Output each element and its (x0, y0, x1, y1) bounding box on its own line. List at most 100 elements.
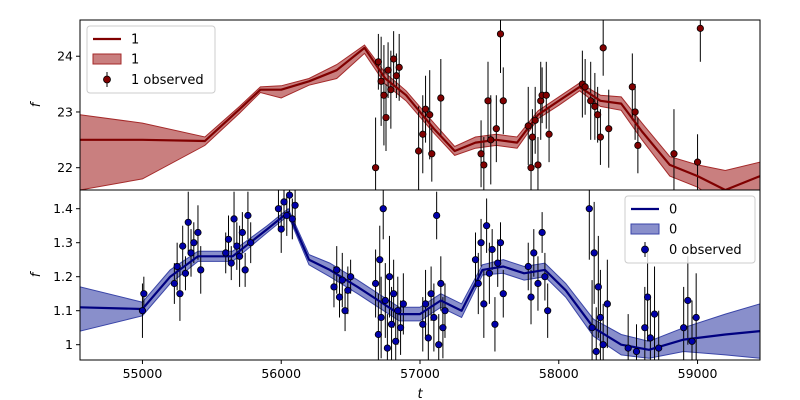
observed-point (377, 313, 385, 322)
observed-point (384, 66, 392, 74)
observed-point (624, 344, 632, 352)
observed-point (541, 273, 549, 281)
observed-point (421, 300, 430, 308)
bottom-observed-points (138, 191, 700, 356)
observed-point (415, 147, 423, 155)
observed-point (387, 320, 396, 328)
observed-point (421, 105, 430, 113)
observed-point (528, 133, 537, 141)
observed-point (599, 44, 607, 52)
observed-point (643, 293, 652, 301)
x-tick-label: 56000 (261, 366, 301, 381)
bottom-mean-line (80, 211, 760, 351)
observed-point (527, 164, 535, 172)
bottom-legend-line-label: 0 (669, 203, 677, 218)
observed-point (374, 58, 382, 66)
observed-point (399, 300, 407, 308)
observed-point (474, 279, 482, 288)
top-legend-band-label: 1 (131, 53, 139, 68)
observed-point (176, 290, 184, 298)
observed-point (390, 290, 398, 298)
observed-point (392, 72, 401, 80)
observed-point (544, 307, 552, 315)
x-axis-label: t (417, 387, 423, 400)
observed-point (605, 125, 613, 133)
observed-point (670, 150, 678, 158)
observed-point (247, 239, 255, 247)
top-legend-line-label: 1 (131, 33, 139, 48)
y-tick-label: 1.3 (53, 235, 73, 250)
observed-point (233, 242, 241, 250)
observed-point (596, 133, 605, 141)
observed-point (383, 344, 391, 352)
observed-point (395, 63, 403, 71)
observed-point (531, 116, 539, 124)
observed-point (492, 125, 500, 133)
observed-point (480, 300, 488, 308)
observed-point (494, 259, 502, 267)
observed-point (277, 225, 285, 233)
observed-point (634, 141, 642, 150)
observed-point (591, 102, 599, 110)
observed-point (427, 290, 435, 298)
observed-point (238, 228, 246, 237)
observed-point (581, 83, 589, 91)
observed-point (138, 307, 147, 315)
y-tick-label: 1.2 (53, 269, 73, 284)
observed-point (599, 341, 607, 349)
observed-point (587, 97, 595, 105)
observed-point (335, 293, 344, 301)
observed-point (437, 279, 445, 288)
observed-point (184, 218, 192, 226)
observed-point (471, 256, 480, 264)
observed-point (338, 276, 346, 284)
observed-point (419, 320, 427, 328)
bottom-x-ticks: 55000 56000 57000 58000 59000 (123, 360, 717, 381)
observed-point (585, 205, 593, 213)
observed-point (588, 324, 596, 332)
observed-point (477, 239, 485, 247)
observed-point (480, 161, 488, 169)
observed-point (283, 211, 291, 220)
observed-point (437, 94, 445, 102)
observed-point (534, 161, 542, 169)
observed-point (244, 211, 252, 220)
observed-point (179, 242, 187, 250)
observed-point (181, 269, 190, 277)
top-observed-points (371, 24, 704, 172)
bottom-model-line (80, 211, 760, 351)
observed-point (692, 313, 700, 322)
observed-point (534, 279, 542, 288)
observed-point (382, 113, 390, 122)
y-tick-label: 1.1 (53, 303, 73, 318)
y-tick-label: 1.4 (53, 201, 73, 216)
y-tick-label: 23 (57, 104, 73, 119)
observed-point (485, 269, 493, 277)
observed-point (646, 334, 654, 342)
observed-point (680, 324, 688, 332)
top-panel: 22 23 24 f 1 1 1 observed (29, 19, 761, 191)
observed-point (330, 283, 338, 291)
observed-point (190, 239, 198, 247)
bottom-legend-band-swatch (630, 223, 660, 235)
observed-point (396, 324, 405, 332)
observed-point (387, 86, 395, 94)
observed-point (655, 344, 663, 352)
observed-point (696, 24, 704, 32)
observed-point (173, 262, 181, 271)
bottom-legend-box (624, 195, 756, 264)
observed-point (545, 130, 553, 138)
observed-point (435, 341, 443, 349)
x-tick-label: 57000 (400, 366, 440, 381)
top-legend: 1 1 1 observed (86, 25, 216, 94)
observed-point (285, 191, 294, 199)
observed-point (419, 130, 427, 138)
top-y-ticks: 22 23 24 (57, 49, 80, 175)
observed-point (291, 201, 299, 209)
top-legend-band-swatch (92, 53, 122, 65)
observed-point (628, 83, 636, 91)
observed-point (684, 296, 692, 305)
observed-point (527, 293, 535, 301)
observed-point (524, 122, 532, 130)
